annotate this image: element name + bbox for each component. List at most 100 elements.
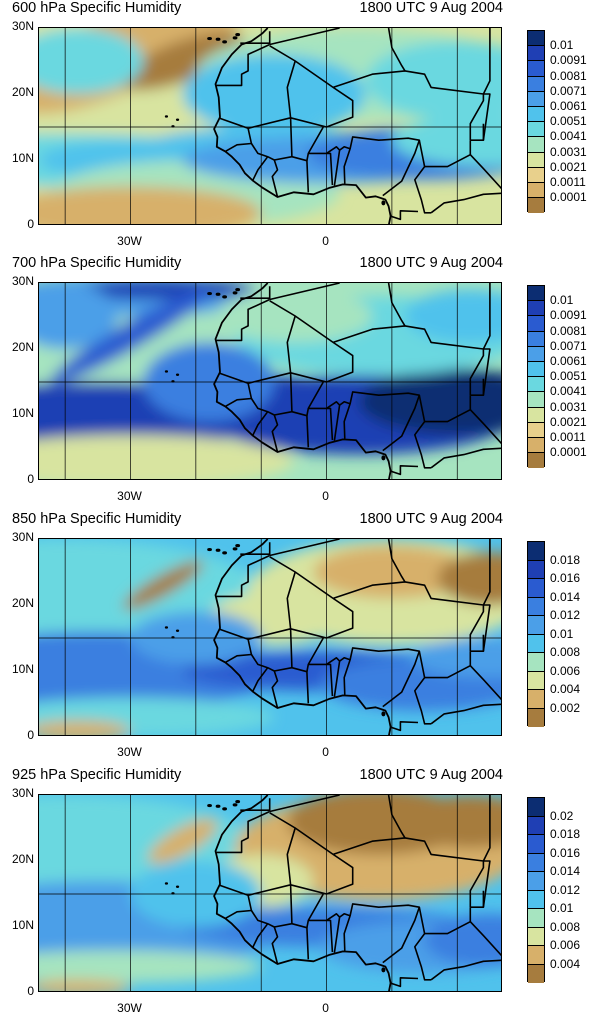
colorbar-label: 0.014: [550, 589, 581, 604]
colorbar-swatch: [528, 437, 544, 454]
colorbar-swatch: [528, 361, 544, 378]
colorbar-label: 0.0021: [550, 159, 587, 174]
island: [235, 33, 241, 37]
colorbar-label: 0.0061: [550, 99, 587, 113]
colorbar-swatch: [528, 890, 544, 909]
lat-tick-label: 20N: [11, 596, 34, 610]
colorbar-swatch: [528, 301, 544, 317]
country-border: [308, 401, 341, 441]
lat-tick-label: 0: [27, 472, 34, 486]
colorbar-label: 0.014: [550, 864, 581, 878]
country-border: [274, 884, 293, 928]
colorbar-label: 0.002: [550, 700, 581, 715]
lon-tick-label: 30W: [117, 1001, 142, 1015]
country-border: [413, 395, 432, 469]
humidity-field: [39, 539, 501, 735]
country-border: [349, 391, 421, 452]
country-border: [430, 447, 501, 469]
island: [215, 804, 221, 808]
colorbar: [527, 541, 545, 727]
colorbar-label: 0.0081: [550, 323, 587, 338]
country-border: [424, 651, 472, 679]
country-border: [306, 893, 324, 928]
country-border: [387, 28, 406, 72]
map-canvas: [39, 539, 501, 735]
country-border: [390, 977, 419, 988]
colorbar-label: 0.018: [550, 827, 581, 841]
lon-tick-label: 0: [322, 1001, 329, 1015]
island: [235, 544, 241, 548]
country-border: [274, 628, 293, 672]
country-border: [240, 286, 271, 299]
country-border: [326, 152, 334, 186]
humidity-contour: [120, 31, 245, 91]
humidity-field: [39, 28, 501, 224]
country-border: [430, 959, 501, 981]
country-border: [332, 837, 485, 908]
colorbar-label: 0.0011: [550, 430, 586, 444]
colorbar-swatch: [528, 122, 544, 138]
country-border: [251, 411, 269, 436]
colorbar-swatch: [528, 152, 544, 168]
country-border: [469, 409, 501, 445]
country-border: [291, 922, 310, 960]
humidity-contour: [39, 283, 118, 349]
country-border: [349, 647, 421, 708]
panel-time: 1800 UTC 9 Aug 2004: [359, 511, 504, 527]
lat-tick-label: 0: [27, 217, 34, 231]
country-border: [413, 651, 432, 725]
country-border: [215, 554, 271, 598]
colorbar-label: 0.004: [550, 956, 581, 971]
country-border: [390, 465, 419, 476]
lat-tick-label: 30N: [11, 786, 34, 800]
country-border: [424, 395, 472, 423]
humidity-map: [38, 794, 502, 992]
country-border: [326, 919, 334, 953]
colorbar-label: 0.016: [550, 845, 581, 860]
map-canvas: [39, 28, 501, 224]
island: [207, 803, 212, 808]
island: [164, 370, 169, 373]
country-border: [332, 70, 485, 141]
humidity-contour: [39, 434, 294, 479]
country-border: [349, 136, 421, 197]
island: [381, 455, 386, 461]
map-panel-1: 600 hPa Specific Humidity 1800 UTC 9 Aug …: [0, 0, 600, 255]
colorbar-label: 0.01: [550, 626, 574, 641]
island: [232, 36, 238, 40]
colorbar-label: 0.0041: [550, 129, 587, 144]
island: [381, 967, 386, 973]
country-border: [291, 666, 310, 704]
humidity-contour: [404, 795, 501, 848]
island: [232, 547, 238, 551]
country-border: [269, 283, 340, 301]
island: [175, 885, 180, 888]
country-border: [470, 634, 485, 652]
country-border: [306, 381, 324, 416]
coastline: [213, 795, 392, 991]
colorbar-swatch: [528, 392, 544, 408]
lon-tick-label: 0: [322, 234, 329, 248]
humidity-contour: [404, 289, 501, 343]
lon-tick-label: 30W: [117, 745, 142, 759]
humidity-contour: [39, 950, 262, 984]
country-border: [413, 140, 432, 214]
humidity-contour: [411, 638, 501, 678]
map-panel-4: 925 hPa Specific Humidity 1800 UTC 9 Aug …: [0, 767, 600, 1022]
colorbar-label: 0.0071: [550, 338, 587, 353]
country-border: [215, 298, 271, 342]
colorbar-swatch: [528, 634, 544, 653]
colorbar-label: 0.0051: [550, 369, 587, 384]
colorbar-swatch: [528, 167, 544, 183]
panel-title: 850 hPa Specific Humidity: [12, 511, 182, 527]
colorbar: [527, 797, 545, 983]
lat-tick-label: 0: [27, 984, 34, 998]
lat-tick-label: 30N: [11, 19, 34, 33]
lat-tick-label: 20N: [11, 340, 34, 354]
country-border: [224, 128, 253, 153]
colorbar-swatch: [528, 597, 544, 616]
humidity-contour: [359, 368, 501, 435]
colorbar-swatch: [528, 964, 544, 983]
country-border: [308, 146, 341, 186]
country-border: [482, 860, 491, 908]
